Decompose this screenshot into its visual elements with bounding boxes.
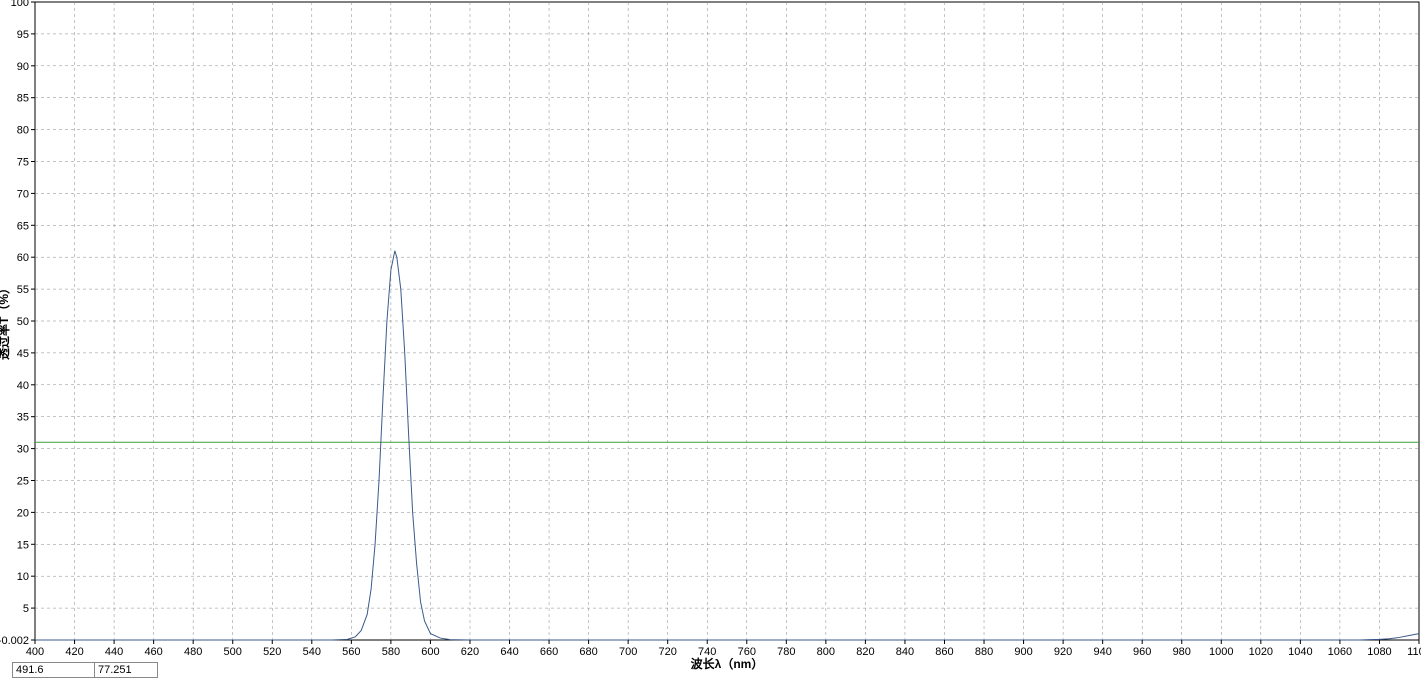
y-tick-label: 45 [17, 348, 29, 360]
x-tick-label: 800 [817, 646, 835, 658]
y-tick-label: 60 [17, 252, 29, 264]
x-tick-label: 460 [144, 646, 162, 658]
y-tick-label: 40 [17, 380, 29, 392]
readout-x-box: 491.6 [12, 662, 95, 678]
chart-root: 4004204404604805005205405605806006206406… [0, 0, 1421, 681]
y-tick-label: 80 [17, 125, 29, 137]
readout-y-value: 77.251 [98, 664, 132, 676]
y-tick-label: 20 [17, 507, 29, 519]
x-tick-label: 1060 [1328, 646, 1352, 658]
y-tick-label: 55 [17, 284, 29, 296]
y-tick-label: 65 [17, 220, 29, 232]
x-tick-label: 480 [184, 646, 202, 658]
x-tick-label: 620 [461, 646, 479, 658]
x-tick-label: 960 [1133, 646, 1151, 658]
x-tick-label: 700 [619, 646, 637, 658]
y-tick-label: 5 [23, 603, 29, 615]
x-tick-label: 1040 [1288, 646, 1312, 658]
x-tick-label: 1100 [1407, 646, 1421, 658]
y-tick-label: 85 [17, 93, 29, 105]
x-tick-label: 500 [224, 646, 242, 658]
x-tick-label: 780 [777, 646, 795, 658]
y-tick-label: 50 [17, 316, 29, 328]
y-tick-label: 100 [11, 0, 29, 9]
y-tick-label: 10 [17, 571, 29, 583]
y-tick-label: -0.002 [0, 635, 29, 647]
y-tick-label: 95 [17, 29, 29, 41]
x-tick-label: 840 [896, 646, 914, 658]
x-tick-label: 820 [856, 646, 874, 658]
y-tick-label: 15 [17, 539, 29, 551]
x-tick-label: 640 [500, 646, 518, 658]
x-tick-label: 880 [975, 646, 993, 658]
x-tick-label: 1080 [1367, 646, 1391, 658]
y-tick-label: 90 [17, 61, 29, 73]
x-tick-label: 1000 [1209, 646, 1233, 658]
x-tick-label: 400 [26, 646, 44, 658]
readout-y-box: 77.251 [94, 662, 158, 678]
y-tick-label: 70 [17, 188, 29, 200]
y-tick-label: 30 [17, 444, 29, 456]
y-tick-label: 75 [17, 156, 29, 168]
x-tick-label: 580 [382, 646, 400, 658]
x-tick-label: 560 [342, 646, 360, 658]
y-tick-label: 35 [17, 412, 29, 424]
x-tick-label: 900 [1014, 646, 1032, 658]
x-tick-label: 680 [579, 646, 597, 658]
x-tick-label: 440 [105, 646, 123, 658]
x-tick-label: 720 [659, 646, 677, 658]
x-tick-label: 860 [935, 646, 953, 658]
y-axis-label: 透过率T（%） [0, 282, 11, 360]
x-tick-label: 940 [1093, 646, 1111, 658]
x-tick-label: 660 [540, 646, 558, 658]
x-tick-label: 520 [263, 646, 281, 658]
x-tick-label: 600 [421, 646, 439, 658]
x-tick-label: 1020 [1249, 646, 1273, 658]
chart-svg: 4004204404604805005205405605806006206406… [0, 0, 1421, 681]
y-tick-label: 25 [17, 475, 29, 487]
x-tick-label: 540 [303, 646, 321, 658]
x-tick-label: 980 [1173, 646, 1191, 658]
readout-x-value: 491.6 [16, 664, 44, 676]
x-tick-label: 920 [1054, 646, 1072, 658]
x-axis-label: 波长λ（nm） [691, 656, 764, 671]
x-tick-label: 420 [65, 646, 83, 658]
